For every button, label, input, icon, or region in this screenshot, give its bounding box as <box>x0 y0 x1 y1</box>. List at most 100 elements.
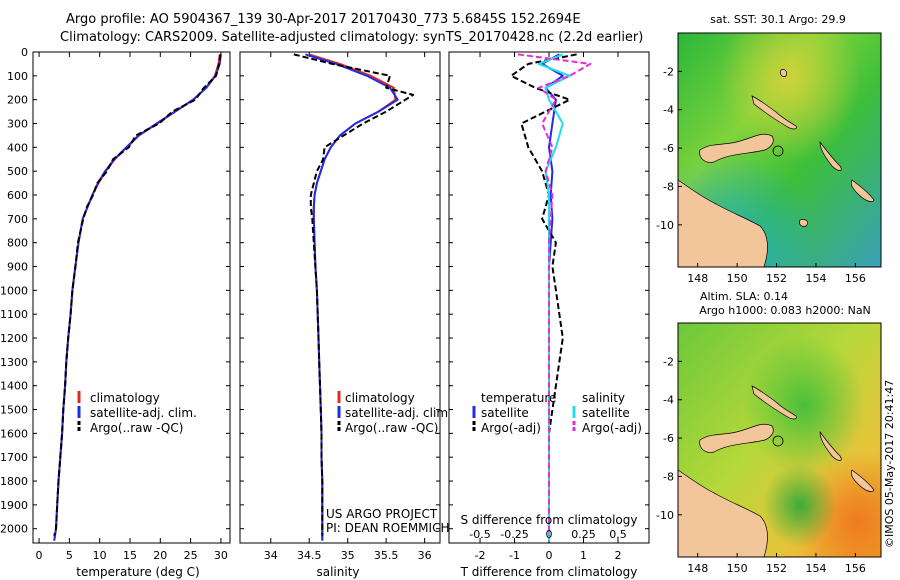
legend-argo-label: Argo(..raw -QC) <box>90 421 183 435</box>
map-y-tick-label: -6 <box>663 142 674 155</box>
depth-tick-label: 800 <box>7 237 28 250</box>
depth-tick-label: 1100 <box>0 308 28 321</box>
salinity-legend: climatology satellite-adj. clim. Argo(..… <box>337 391 452 435</box>
legend-argo-label: Argo(..raw -QC) <box>345 421 438 435</box>
land-solomons <box>850 469 875 492</box>
difference-lines <box>510 53 592 541</box>
land-solomons <box>850 179 875 202</box>
difference-xlabel-bottom: T difference from climatology <box>460 565 638 579</box>
top-tick-label: 0.5 <box>609 528 627 541</box>
x-tick-label: 25 <box>184 549 198 562</box>
depth-tick-label: 1800 <box>0 475 28 488</box>
legend-s-sat-label: satellite <box>582 406 630 420</box>
x-tick-label: 35 <box>341 549 355 562</box>
project-label: US ARGO PROJECT <box>326 507 438 521</box>
depth-tick-label: 1200 <box>0 332 28 345</box>
imos-timestamp: ©IMOS 05-May-2017 20:41:47 <box>883 380 896 548</box>
map-x-tick-label: 152 <box>766 272 787 285</box>
depth-tick-label: 100 <box>7 70 28 83</box>
land-new-guinea <box>677 469 768 558</box>
legend-t-sat-label: satellite <box>481 406 529 420</box>
x-tick-label: 2 <box>614 549 621 562</box>
depth-tick-label: 500 <box>7 165 28 178</box>
temperature-panel: 0100200300400500600700800900100011001200… <box>0 46 231 579</box>
temperature-xlabel: temperature (deg C) <box>76 565 199 579</box>
depth-tick-label: 2000 <box>0 523 28 536</box>
x-tick-label: 34 <box>264 549 278 562</box>
sla-argo-location <box>772 435 784 447</box>
map-x-tick-label: 150 <box>727 272 748 285</box>
map-x-tick-label: 148 <box>687 272 708 285</box>
sst-map-ticks: 148 150 152 154 156 -2 -4 -6 -8 -10 <box>656 65 866 285</box>
depth-tick-label: 1500 <box>0 404 28 417</box>
x-tick-label: 30 <box>214 549 228 562</box>
map-x-tick-label: 148 <box>687 562 708 575</box>
temperature-lines <box>53 54 222 541</box>
map-y-tick-label: -10 <box>656 219 674 232</box>
figure-title-line2: Climatology: CARS2009. Satellite-adjuste… <box>60 30 643 45</box>
map-x-tick-label: 150 <box>727 562 748 575</box>
temperature-ticks: 0 5 10 15 20 25 30 <box>33 51 230 562</box>
series-line-satellite-adj-clim <box>53 54 222 541</box>
depth-tick-label: 900 <box>7 261 28 274</box>
x-tick-label: 36 <box>418 549 432 562</box>
land-new-guinea <box>677 179 768 268</box>
map-y-tick-label: -8 <box>663 180 674 193</box>
land-new-britain <box>699 423 774 453</box>
legend-temperature-title: temperature <box>481 391 556 405</box>
x-tick-label: 5 <box>66 549 73 562</box>
map-y-tick-label: -4 <box>663 104 674 117</box>
top-tick-label: -0.5 <box>469 528 490 541</box>
x-tick-label: 15 <box>123 549 137 562</box>
depth-tick-label: 1600 <box>0 427 28 440</box>
depth-tick-label: 400 <box>7 141 28 154</box>
x-tick-label: 35.5 <box>374 549 399 562</box>
x-tick-label: 0 <box>546 549 553 562</box>
x-tick-label: 34.5 <box>297 549 322 562</box>
temperature-legend: climatology satellite-adj. clim. Argo(..… <box>77 391 197 435</box>
legend-t-argo-label: Argo(-adj) <box>481 421 541 435</box>
map-y-tick-label: -2 <box>663 65 674 78</box>
depth-tick-label: 1900 <box>0 499 28 512</box>
legend-sat-label: satellite-adj. clim. <box>90 406 197 420</box>
land-islet-2 <box>799 219 808 227</box>
land-new-ireland <box>751 95 797 130</box>
depth-tick-label: 700 <box>7 213 28 226</box>
salinity-lines <box>293 53 415 541</box>
map-x-tick-label: 156 <box>845 562 866 575</box>
sst-argo-location <box>772 145 784 157</box>
figure-title-line1: Argo profile: AO 5904367_139 30-Apr-2017… <box>66 12 581 27</box>
top-tick-label: -0.25 <box>500 528 528 541</box>
x-tick-label: 0 <box>36 549 43 562</box>
map-x-tick-label: 154 <box>805 562 826 575</box>
legend-salinity-title: salinity <box>582 391 625 405</box>
map-x-tick-label: 156 <box>845 272 866 285</box>
difference-ticks: -2 -1 0 1 2 <box>449 51 649 562</box>
depth-tick-label: 300 <box>7 118 28 131</box>
depth-axis-labels: 0 100 200 300 400 500 600 700 800 900 1000 1100 1200… <box>0 46 28 536</box>
difference-panel: -2 -1 0 1 2 T difference from climatology S … <box>448 51 650 579</box>
legend-clim-label: climatology <box>90 391 160 405</box>
map-y-tick-label: -8 <box>663 470 674 483</box>
land-bougainville <box>819 140 842 171</box>
map-x-tick-label: 152 <box>766 562 787 575</box>
x-tick-label: 10 <box>93 549 107 562</box>
legend-sat-label: satellite-adj. clim. <box>345 406 452 420</box>
sla-map-ticks: 148 150 152 154 156 -2 -4 -6 -8 -10 <box>656 355 866 575</box>
depth-tick-label: 1300 <box>0 356 28 369</box>
sla-map-subtitle: Argo h1000: 0.083 h2000: NaN <box>699 304 871 317</box>
land-islet-1 <box>780 69 787 77</box>
x-tick-label: 1 <box>580 549 587 562</box>
legend-s-argo-label: Argo(-adj) <box>582 421 642 435</box>
land-new-ireland <box>751 385 797 420</box>
x-tick-label: -1 <box>509 549 520 562</box>
depth-tick-label: 0 <box>21 46 28 59</box>
salinity-ticks: 34 34.5 35 35.5 36 <box>240 51 440 562</box>
salinity-panel: 34 34.5 35 35.5 36 salinity climatology sate… <box>239 51 452 579</box>
sst-map-title: sat. SST: 30.1 Argo: 29.9 <box>710 13 846 26</box>
land-bougainville <box>819 430 842 461</box>
series-line-argo-raw-qc <box>293 53 415 536</box>
sla-map-frame <box>677 322 882 558</box>
sla-map-panel: Altim. SLA: 0.14 Argo h1000: 0.083 h2000… <box>656 290 882 575</box>
